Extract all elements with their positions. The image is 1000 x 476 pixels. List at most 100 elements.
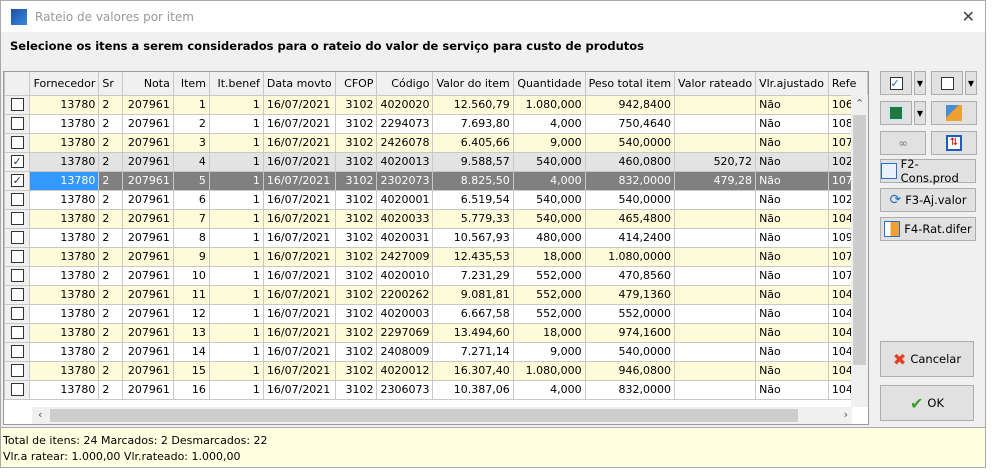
row-checkbox-cell[interactable]: ✓ — [4, 170, 31, 191]
scroll-right-icon[interactable]: › — [843, 408, 848, 421]
cell-nota[interactable]: 207961 — [122, 322, 174, 343]
cell-it-benef[interactable]: 1 — [208, 94, 264, 115]
cell-nota[interactable]: 207961 — [122, 341, 174, 362]
cell-c-digo[interactable]: 4020033 — [376, 208, 434, 229]
cell-sr[interactable]: 2 — [98, 379, 124, 400]
column-header[interactable]: Refe — [827, 72, 868, 96]
cell-it-benef[interactable]: 1 — [208, 379, 264, 400]
row-checkbox-cell[interactable] — [4, 246, 31, 267]
cell-valor-rateado[interactable] — [674, 360, 757, 381]
cell-peso-total-item[interactable]: 946,0800 — [584, 360, 676, 381]
cell-fornecedor[interactable]: 13780 — [29, 341, 100, 362]
cell-valor-rateado[interactable] — [674, 246, 757, 267]
cell-it-benef[interactable]: 1 — [208, 265, 264, 286]
cell-sr[interactable]: 2 — [98, 284, 124, 305]
row-checkbox[interactable] — [10, 345, 24, 359]
cell-nota[interactable]: 207961 — [122, 360, 174, 381]
table-row[interactable]: 13780 2 207961 15 1 16/07/2021 3102 4020012 16.3… — [4, 360, 868, 381]
cell-nota[interactable]: 207961 — [122, 246, 174, 267]
adjust-value-button[interactable]: ⟳ F3-Aj.valor — [880, 188, 976, 212]
cell-fornecedor[interactable]: 13780 — [29, 265, 100, 286]
table-row[interactable]: 13780 2 207961 13 1 16/07/2021 3102 2297069 13.4… — [4, 322, 868, 343]
cell-sr[interactable]: 2 — [98, 303, 124, 324]
row-checkbox[interactable] — [10, 212, 24, 226]
cell-it-benef[interactable]: 1 — [208, 227, 264, 248]
cell-peso-total-item[interactable]: 540,0000 — [584, 341, 676, 362]
row-checkbox-cell[interactable] — [4, 94, 31, 115]
row-checkbox-cell[interactable] — [4, 113, 31, 134]
column-header[interactable]: Código — [376, 72, 434, 96]
cell-fornecedor[interactable]: 13780 — [29, 322, 100, 343]
cell-valor-rateado[interactable] — [674, 189, 757, 210]
cell-vlr-ajustado[interactable]: Não — [755, 284, 829, 305]
cell-quantidade[interactable]: 4,000 — [512, 113, 586, 134]
column-header[interactable]: Fornecedor — [29, 72, 100, 96]
cell-sr[interactable]: 2 — [98, 322, 124, 343]
cell-vlr-ajustado[interactable]: Não — [755, 341, 829, 362]
column-header[interactable]: Nota — [122, 72, 174, 96]
table-row[interactable]: 13780 2 207961 10 1 16/07/2021 3102 4020010 7.23… — [4, 265, 868, 286]
cell-data-movto[interactable]: 16/07/2021 — [262, 379, 336, 400]
horizontal-scroll-thumb[interactable] — [50, 409, 798, 422]
cell-cfop[interactable]: 3102 — [334, 265, 378, 286]
row-checkbox-cell[interactable] — [4, 189, 31, 210]
cell-sr[interactable]: 2 — [98, 208, 124, 229]
cell-data-movto[interactable]: 16/07/2021 — [262, 360, 336, 381]
cell-item[interactable]: 12 — [172, 303, 210, 324]
cell-fornecedor[interactable]: 13780 — [29, 113, 100, 134]
cell-quantidade[interactable]: 9,000 — [512, 341, 586, 362]
cell-cfop[interactable]: 3102 — [334, 379, 378, 400]
cell-cfop[interactable]: 3102 — [334, 303, 378, 324]
cell-it-benef[interactable]: 1 — [208, 284, 264, 305]
column-header[interactable]: Data movto — [262, 72, 336, 96]
row-checkbox-cell[interactable] — [4, 322, 31, 343]
cell-quantidade[interactable]: 1.080,000 — [512, 94, 586, 115]
uncheck-menu-dropdown[interactable]: ▼ — [965, 71, 977, 95]
table-row[interactable]: 13780 2 207961 3 1 16/07/2021 3102 2426078 6.405… — [4, 132, 868, 153]
cell-data-movto[interactable]: 16/07/2021 — [262, 322, 336, 343]
cell-valor-rateado[interactable] — [674, 265, 757, 286]
cell-c-digo[interactable]: 4020010 — [376, 265, 434, 286]
cell-data-movto[interactable]: 16/07/2021 — [262, 170, 336, 191]
cell-item[interactable]: 14 — [172, 341, 210, 362]
column-header[interactable]: Peso total item — [584, 72, 676, 96]
column-header[interactable]: Quantidade — [512, 72, 586, 96]
row-checkbox[interactable] — [10, 364, 24, 378]
cell-quantidade[interactable]: 18,000 — [512, 246, 586, 267]
cell-vlr-ajustado[interactable]: Não — [755, 322, 829, 343]
cell-sr[interactable]: 2 — [98, 132, 124, 153]
row-checkbox[interactable] — [10, 269, 24, 283]
cell-data-movto[interactable]: 16/07/2021 — [262, 265, 336, 286]
row-checkbox-cell[interactable] — [4, 360, 31, 381]
cell-fornecedor[interactable]: 13780 — [29, 303, 100, 324]
cell-cfop[interactable]: 3102 — [334, 227, 378, 248]
row-checkbox[interactable] — [10, 98, 24, 112]
cell-valor-rateado[interactable] — [674, 132, 757, 153]
cell-fornecedor[interactable]: 13780 — [29, 132, 100, 153]
cell-valor-rateado[interactable] — [674, 208, 757, 229]
cell-nota[interactable]: 207961 — [122, 284, 174, 305]
cell-fornecedor[interactable]: 13780 — [29, 379, 100, 400]
cell-nota[interactable]: 207961 — [122, 303, 174, 324]
cell-c-digo[interactable]: 4020020 — [376, 94, 434, 115]
cell-item[interactable]: 3 — [172, 132, 210, 153]
row-checkbox[interactable] — [10, 250, 24, 264]
cell-quantidade[interactable]: 4,000 — [512, 379, 586, 400]
cell-nota[interactable]: 207961 — [122, 265, 174, 286]
column-header[interactable]: It.benef — [208, 72, 264, 96]
cell-c-digo[interactable]: 2294073 — [376, 113, 434, 134]
cell-nota[interactable]: 207961 — [122, 227, 174, 248]
export-menu-dropdown[interactable]: ▼ — [914, 101, 926, 125]
cell-peso-total-item[interactable]: 974,1600 — [584, 322, 676, 343]
cell-quantidade[interactable]: 18,000 — [512, 322, 586, 343]
cell-cfop[interactable]: 3102 — [334, 189, 378, 210]
cell-cfop[interactable]: 3102 — [334, 360, 378, 381]
column-header[interactable]: CFOP — [334, 72, 378, 96]
cell-peso-total-item[interactable]: 540,0000 — [584, 132, 676, 153]
close-button[interactable]: ✕ — [961, 7, 975, 26]
cell-vlr-ajustado[interactable]: Não — [755, 208, 829, 229]
cell-valor-rateado[interactable]: 520,72 — [674, 151, 757, 172]
cell-data-movto[interactable]: 16/07/2021 — [262, 113, 336, 134]
cell-c-digo[interactable]: 4020031 — [376, 227, 434, 248]
cell-item[interactable]: 9 — [172, 246, 210, 267]
